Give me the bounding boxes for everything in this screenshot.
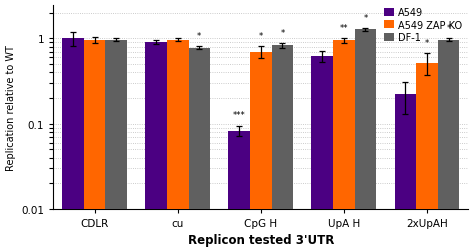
Text: ***: *** bbox=[233, 111, 246, 120]
Text: *: * bbox=[197, 32, 201, 41]
Bar bbox=[355, 30, 376, 252]
X-axis label: Replicon tested 3'UTR: Replicon tested 3'UTR bbox=[188, 234, 334, 246]
Bar bbox=[106, 40, 127, 252]
Text: *: * bbox=[447, 24, 451, 33]
Bar bbox=[167, 40, 189, 252]
Bar bbox=[84, 40, 106, 252]
Text: *: * bbox=[280, 29, 284, 38]
Legend: A549, A549 ZAP KO, DF-1: A549, A549 ZAP KO, DF-1 bbox=[382, 6, 464, 45]
Bar bbox=[62, 39, 84, 252]
Bar bbox=[416, 64, 438, 252]
Bar bbox=[311, 57, 333, 252]
Bar bbox=[333, 41, 355, 252]
Bar bbox=[438, 40, 459, 252]
Bar bbox=[394, 95, 416, 252]
Bar bbox=[189, 48, 210, 252]
Bar bbox=[250, 52, 272, 252]
Bar bbox=[272, 46, 293, 252]
Bar bbox=[228, 131, 250, 252]
Bar bbox=[146, 42, 167, 252]
Text: *: * bbox=[364, 13, 367, 22]
Text: **: ** bbox=[339, 24, 348, 33]
Text: *: * bbox=[259, 32, 263, 41]
Y-axis label: Replication relative to WT: Replication relative to WT bbox=[6, 45, 16, 170]
Text: *: * bbox=[425, 39, 429, 48]
